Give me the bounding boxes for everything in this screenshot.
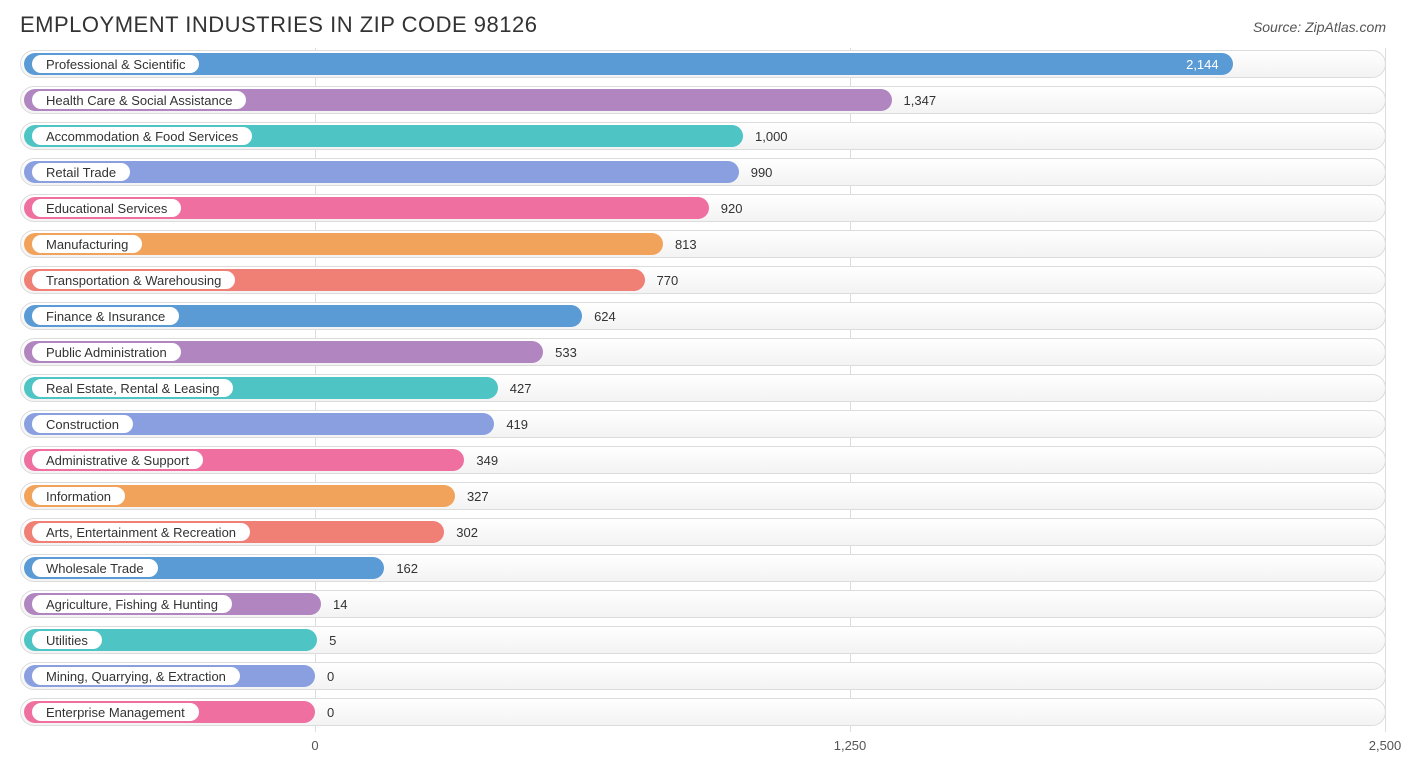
chart-source: Source: ZipAtlas.com <box>1253 19 1386 35</box>
bar-row: Accommodation & Food Services 1,000 <box>20 120 1386 152</box>
source-label: Source: <box>1253 19 1301 35</box>
bar-row: Utilities 5 <box>20 624 1386 656</box>
bar-label: Arts, Entertainment & Recreation <box>32 523 250 541</box>
bar-value: 162 <box>396 552 418 584</box>
bar-label: Mining, Quarrying, & Extraction <box>32 667 240 685</box>
bar-label: Educational Services <box>32 199 181 217</box>
x-tick-label: 1,250 <box>834 738 867 753</box>
bar-label: Enterprise Management <box>32 703 199 721</box>
bar-row: Educational Services 920 <box>20 192 1386 224</box>
bar-row: Transportation & Warehousing 770 <box>20 264 1386 296</box>
bar-row: Real Estate, Rental & Leasing 427 <box>20 372 1386 404</box>
bar-row: Retail Trade 990 <box>20 156 1386 188</box>
bar-label: Finance & Insurance <box>32 307 179 325</box>
bar-value: 920 <box>721 192 743 224</box>
bar-label: Professional & Scientific <box>32 55 199 73</box>
bar-row: Agriculture, Fishing & Hunting 14 <box>20 588 1386 620</box>
x-tick-label: 0 <box>311 738 318 753</box>
bar-row: Arts, Entertainment & Recreation 302 <box>20 516 1386 548</box>
bar-label: Accommodation & Food Services <box>32 127 252 145</box>
bar-row: Construction 419 <box>20 408 1386 440</box>
bar-value: 419 <box>506 408 528 440</box>
bar-label: Wholesale Trade <box>32 559 158 577</box>
x-tick-label: 2,500 <box>1369 738 1402 753</box>
bar-value: 2,144 <box>1186 48 1219 80</box>
bar-value: 427 <box>510 372 532 404</box>
bar-value: 0 <box>327 660 334 692</box>
bar-value: 1,347 <box>904 84 937 116</box>
bar-value: 5 <box>329 624 336 656</box>
bar-value: 14 <box>333 588 347 620</box>
bar-label: Real Estate, Rental & Leasing <box>32 379 233 397</box>
bar-value: 302 <box>456 516 478 548</box>
bar-row: Public Administration 533 <box>20 336 1386 368</box>
bar-label: Manufacturing <box>32 235 142 253</box>
bars-container: Professional & Scientific 2,144 Health Car… <box>20 48 1386 728</box>
bar-label: Public Administration <box>32 343 181 361</box>
bar-label: Information <box>32 487 125 505</box>
chart-area: Professional & Scientific 2,144 Health Car… <box>20 48 1386 758</box>
bar-label: Retail Trade <box>32 163 130 181</box>
bar-value: 1,000 <box>755 120 788 152</box>
bar-label: Administrative & Support <box>32 451 203 469</box>
bar-value: 624 <box>594 300 616 332</box>
source-value: ZipAtlas.com <box>1305 19 1386 35</box>
bar-row: Finance & Insurance 624 <box>20 300 1386 332</box>
x-axis: 01,2502,500 <box>20 732 1386 758</box>
bar <box>24 161 739 183</box>
bar-row: Professional & Scientific 2,144 <box>20 48 1386 80</box>
bar-label: Health Care & Social Assistance <box>32 91 246 109</box>
bar-label: Agriculture, Fishing & Hunting <box>32 595 232 613</box>
bar <box>24 53 1233 75</box>
bar-value: 327 <box>467 480 489 512</box>
bar-value: 813 <box>675 228 697 260</box>
chart-header: EMPLOYMENT INDUSTRIES IN ZIP CODE 98126 … <box>20 12 1386 38</box>
bar-value: 770 <box>657 264 679 296</box>
bar-row: Mining, Quarrying, & Extraction 0 <box>20 660 1386 692</box>
bar-row: Information 327 <box>20 480 1386 512</box>
bar-label: Utilities <box>32 631 102 649</box>
bar-row: Wholesale Trade 162 <box>20 552 1386 584</box>
bar-label: Transportation & Warehousing <box>32 271 235 289</box>
bar-row: Administrative & Support 349 <box>20 444 1386 476</box>
bar-row: Manufacturing 813 <box>20 228 1386 260</box>
bar-label: Construction <box>32 415 133 433</box>
bar-value: 990 <box>751 156 773 188</box>
bar-value: 533 <box>555 336 577 368</box>
bar-row: Health Care & Social Assistance 1,347 <box>20 84 1386 116</box>
bar-value: 0 <box>327 696 334 728</box>
bar-row: Enterprise Management 0 <box>20 696 1386 728</box>
chart-title: EMPLOYMENT INDUSTRIES IN ZIP CODE 98126 <box>20 12 538 38</box>
bar-value: 349 <box>476 444 498 476</box>
